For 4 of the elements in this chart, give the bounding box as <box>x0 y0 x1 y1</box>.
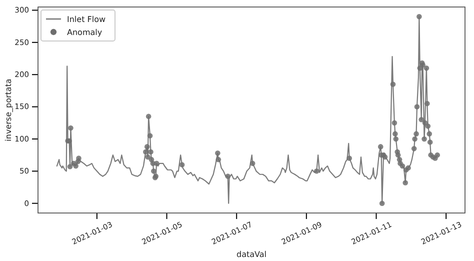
legend-label: Inlet Flow <box>67 15 106 24</box>
legend-label: Anomaly <box>67 28 102 37</box>
x-axis-title: dataVal <box>236 250 266 259</box>
y-axis-title: inverse_portata <box>4 78 13 142</box>
